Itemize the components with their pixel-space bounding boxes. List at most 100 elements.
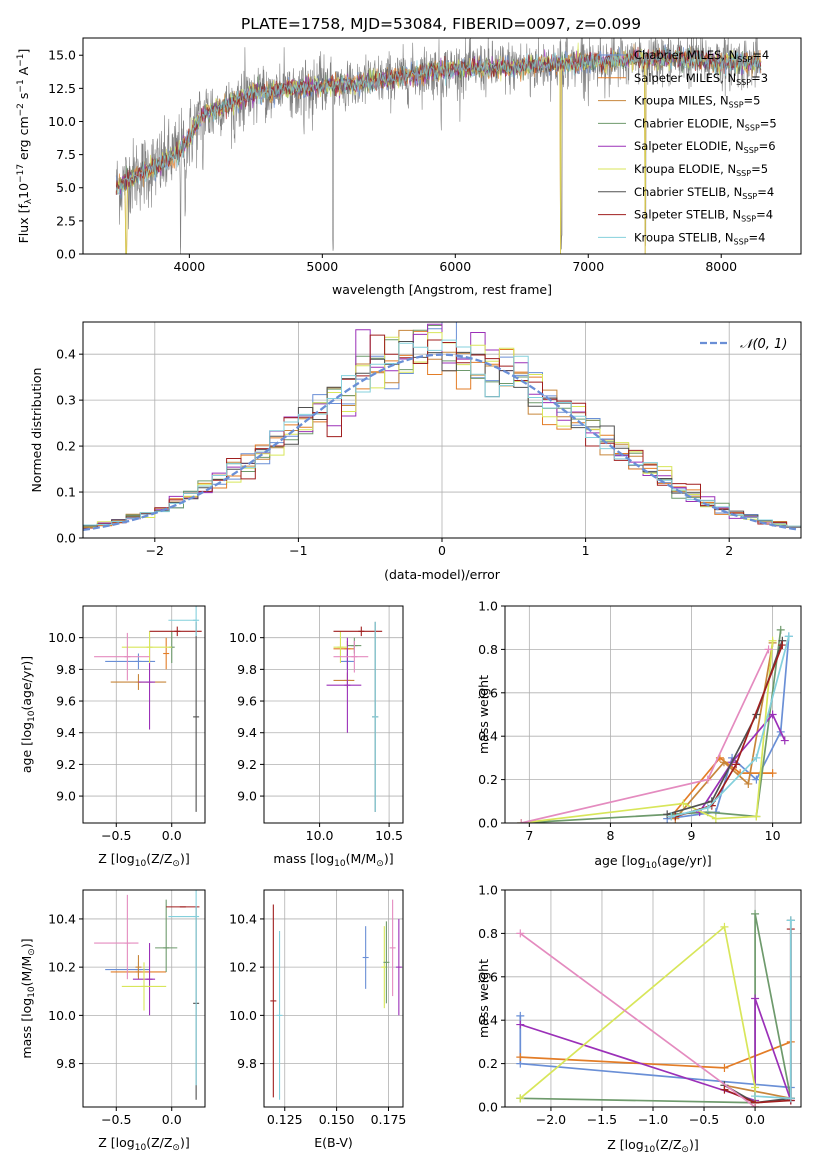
series-marker [719, 758, 728, 767]
legend-sub: SSP [736, 78, 751, 87]
axes-mass_vs_ebv: 0.125 0.150 0.175 9.8 10.0 10.2 10.4 E(B-V) [229, 889, 406, 1150]
legend-label: Kroupa ELODIE, N [634, 162, 736, 176]
x-tick-label: −2 [146, 543, 164, 558]
x-tick-label: 0 [438, 543, 446, 558]
legend-sub: SSP [736, 169, 751, 178]
y-tick-label: 9.4 [56, 725, 76, 740]
plot-area [115, 38, 762, 254]
x-tick-label: 7 [525, 828, 533, 843]
axes-frame [82, 889, 206, 1108]
residuals-x-label: (data-model)/error [384, 567, 501, 582]
legend-post: =4 [749, 230, 766, 244]
mass-weight-series [520, 913, 792, 1104]
axis-label-part: ⊙ [172, 1143, 180, 1153]
x-tick-label: 10.5 [375, 828, 403, 843]
axis-label-part: E(B-V) [314, 1135, 353, 1150]
y-tick-label: 12.5 [48, 81, 76, 96]
series-marker [768, 769, 777, 778]
plot-area [94, 606, 202, 812]
series-marker [751, 1092, 760, 1101]
mass-weight-series [520, 998, 792, 1102]
residual-histogram [83, 330, 801, 528]
y-label-part: ] [16, 49, 31, 54]
series-marker [720, 1085, 729, 1094]
x-tick-label: −0.5 [101, 1112, 131, 1127]
series-marker [776, 625, 785, 634]
y-label-part: −17 [16, 164, 26, 183]
legend-post: =4 [757, 185, 774, 199]
legend-label: Chabrier STELIB, N [634, 185, 742, 199]
legend-entry: Kroupa STELIB, NSSP=4 [634, 230, 765, 246]
y-tick-label: 0.4 [478, 729, 498, 744]
axis-label-part: )] [180, 1135, 190, 1150]
y-tick-label: 1.0 [478, 883, 498, 898]
y-tick-label: 10.0 [48, 630, 76, 645]
series-marker [752, 753, 761, 762]
y-tick-label: 7.5 [56, 147, 76, 162]
axis-label-part: (Z/Z [146, 851, 172, 866]
axis-label-part: 10 [334, 859, 346, 869]
y-tick-label: 0.0 [478, 816, 498, 831]
axis-label-part: ⊙ [27, 948, 37, 956]
y-tick-label: 0.4 [478, 1013, 498, 1028]
x-tick-label: 8000 [705, 259, 737, 274]
series-marker [667, 812, 676, 821]
x-tick-label: 0.0 [162, 828, 182, 843]
series-marker [516, 1020, 525, 1029]
series-marker [516, 1094, 525, 1103]
axes-frame [82, 605, 206, 824]
legend-label: Salpeter ELODIE, N [634, 139, 744, 153]
mass-weight-series [521, 640, 774, 823]
legend-label: Kroupa MILES, N [634, 94, 729, 108]
axis-label-part: )] [384, 851, 394, 866]
y-tick-label: 9.2 [56, 757, 76, 772]
ylabel-axis-label: age [log10(age/yr)] [19, 656, 37, 773]
axis-label-part: 10 [27, 986, 37, 998]
xlabel-axis-label: mass [log10(M/M⊙)] [273, 851, 393, 869]
axis-label-part: mass [log [19, 998, 34, 1059]
mass-weight-series [519, 932, 756, 1107]
legend-post: =5 [751, 162, 768, 176]
xlabel-axis-label: age [log10(age/yr)] [594, 853, 711, 871]
mass-weight-series [671, 636, 790, 818]
series-marker [751, 994, 760, 1003]
series-marker [784, 632, 793, 641]
mass-weight-series [674, 642, 774, 820]
axis-label-part: (M/M [19, 956, 34, 987]
chart-root: 4000 5000 6000 7000 80000.02.55.07.510.012.5… [16, 37, 802, 1155]
x-tick-label: 10 [765, 828, 781, 843]
series-marker [744, 779, 753, 788]
y-label-part: s [16, 93, 31, 104]
y-tick-label: 9.8 [237, 662, 257, 677]
mass-weight-series [724, 929, 792, 1104]
axis-label-part: 10 [135, 859, 147, 869]
series-marker [516, 1011, 525, 1020]
axis-label-part: (age/yr)] [657, 853, 712, 868]
axis-label-part: (age/yr)] [19, 656, 34, 711]
y-label-part: −2 [16, 103, 26, 116]
y-tick-label: 10.4 [229, 911, 257, 926]
legend-label: Salpeter MILES, N [634, 71, 736, 85]
y-tick-label: 0.2 [478, 772, 498, 787]
x-tick-label: 9 [688, 828, 696, 843]
series-marker [703, 775, 712, 784]
x-tick-label: −1.5 [587, 1112, 617, 1127]
y-label-part: A [16, 66, 31, 79]
series-marker [663, 810, 672, 819]
y-tick-label: 10.0 [229, 630, 257, 645]
y-tick-label: 10.0 [48, 114, 76, 129]
y-tick-label: 10.0 [229, 1008, 257, 1023]
series-marker [780, 736, 789, 745]
legend-entry: Chabrier ELODIE, NSSP=5 [634, 116, 777, 132]
y-tick-label: 9.8 [56, 1056, 76, 1071]
legend-sub: SSP [742, 192, 757, 201]
y-tick-label: 5.0 [56, 180, 76, 195]
axis-label-part: (Z/Z [655, 1137, 681, 1152]
y-label-part: −1 [16, 79, 26, 92]
y-tick-label: 2.5 [56, 213, 76, 228]
y-tick-label: 10.0 [48, 1008, 76, 1023]
plot-area [516, 909, 795, 1107]
axes-mass_vs_Z: −0.5 0.09.810.010.210.4Z [log10(Z/Z⊙)]mas… [19, 889, 206, 1153]
y-label-part: erg cm [16, 116, 31, 164]
